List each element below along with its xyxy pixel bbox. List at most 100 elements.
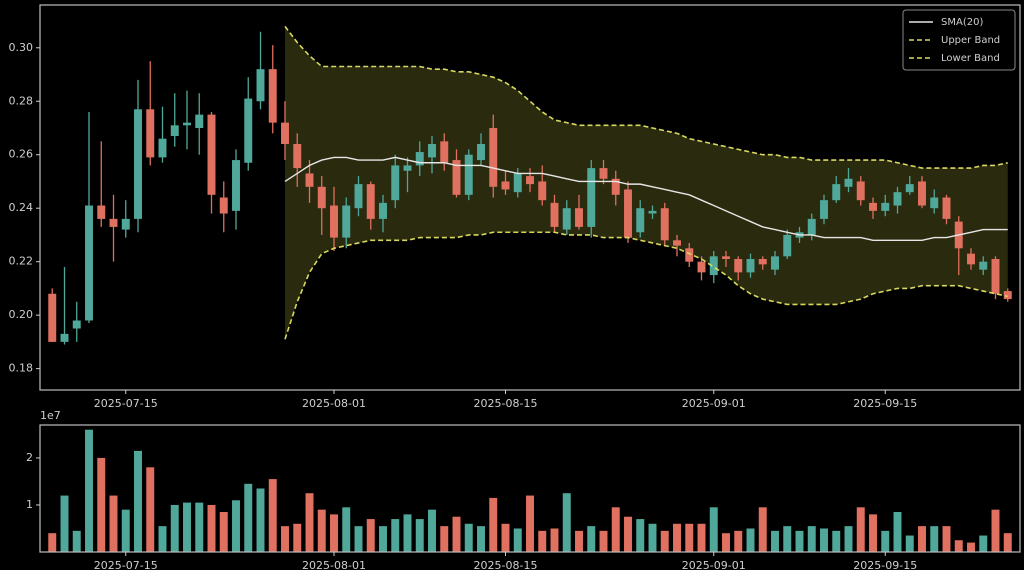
volume-bar xyxy=(501,523,510,552)
x-tick-label: 2025-08-15 xyxy=(474,559,538,570)
volume-bar xyxy=(832,530,841,552)
legend-label: Lower Band xyxy=(941,53,1000,64)
y-tick-label: 0.18 xyxy=(9,362,34,375)
candle-body xyxy=(930,197,939,209)
y-tick-label: 0.30 xyxy=(9,41,34,54)
candle-body xyxy=(477,144,485,161)
volume-bar xyxy=(881,530,890,552)
volume-bar xyxy=(170,504,179,552)
volume-bar xyxy=(697,523,706,552)
band-fill xyxy=(285,26,1008,340)
candle-body xyxy=(746,258,755,273)
candle-body xyxy=(195,114,204,128)
volume-bar xyxy=(930,526,939,552)
candle-body xyxy=(342,205,351,238)
y-tick-label: 0.28 xyxy=(9,94,34,107)
volume-bar xyxy=(403,514,412,552)
volume-bar xyxy=(281,526,289,552)
candle-body xyxy=(758,258,767,265)
candle-body xyxy=(170,125,179,137)
volume-bar xyxy=(379,526,387,552)
volume-bar xyxy=(366,519,375,552)
candle-body xyxy=(1003,291,1012,300)
candle-body xyxy=(648,210,657,214)
volume-bar xyxy=(869,514,877,552)
volume-bar xyxy=(85,429,93,552)
candle-body xyxy=(734,258,743,273)
volume-bar xyxy=(72,530,81,552)
x-tick-label: 2025-09-15 xyxy=(853,397,917,410)
candle-body xyxy=(158,138,167,158)
axis-offset-label: 1e7 xyxy=(40,409,61,422)
volume-bar xyxy=(771,530,779,552)
series-line xyxy=(284,25,1008,169)
candle-body xyxy=(832,184,841,201)
volume-bar xyxy=(611,507,620,552)
volume-bar xyxy=(942,526,951,552)
volume-bar xyxy=(783,526,792,552)
volume-bar xyxy=(354,526,363,552)
volume-bar xyxy=(807,526,816,552)
volume-bar xyxy=(183,502,191,552)
volume-bar xyxy=(317,509,326,552)
volume-bar xyxy=(121,509,130,552)
volume-bar xyxy=(979,535,988,552)
candle-body xyxy=(538,181,547,201)
candle-body xyxy=(771,256,779,270)
candle-body xyxy=(905,184,914,193)
candle-body xyxy=(967,253,975,265)
candle-body xyxy=(379,202,387,219)
volume-bar xyxy=(440,526,449,552)
candle-body xyxy=(366,184,375,219)
volume-bar xyxy=(624,516,632,552)
candle-body xyxy=(330,205,338,238)
volume-bar xyxy=(538,530,547,552)
volume-bar xyxy=(330,514,338,552)
candle-body xyxy=(146,109,155,158)
volume-bar xyxy=(342,507,351,552)
candle-body xyxy=(268,69,277,123)
series-line xyxy=(284,231,1008,340)
volume-bar xyxy=(709,507,718,552)
candle-body xyxy=(979,261,988,270)
candle-body xyxy=(244,98,253,163)
candle-body xyxy=(611,178,620,195)
candle-body xyxy=(673,240,681,246)
candle-body xyxy=(72,320,81,329)
volume-bar xyxy=(893,512,902,552)
volume-bar xyxy=(526,495,534,552)
volume-bar xyxy=(636,519,645,552)
volume-bar xyxy=(207,504,216,552)
candle-body xyxy=(48,293,57,342)
candle-body xyxy=(256,69,265,102)
volume-bar xyxy=(967,542,975,552)
volume-bar xyxy=(452,516,461,552)
x-tick-label: 2025-09-15 xyxy=(853,559,917,570)
volume-bar xyxy=(464,523,473,552)
volume-bar xyxy=(219,512,228,552)
candle-body xyxy=(709,256,718,276)
volume-bar xyxy=(562,493,571,552)
candle-body xyxy=(109,218,118,227)
candle-body xyxy=(844,178,853,187)
candle-body xyxy=(354,184,363,209)
volume-bar xyxy=(158,526,167,552)
volume-bar xyxy=(991,509,1000,552)
candle-body xyxy=(403,165,412,171)
volume-bar xyxy=(244,483,253,552)
candle-body xyxy=(636,208,645,233)
candle-body xyxy=(317,186,326,209)
candle-body xyxy=(624,189,632,238)
candle-body xyxy=(60,333,69,342)
volume-bar xyxy=(734,530,743,552)
candle-body xyxy=(722,256,730,259)
legend-label: SMA(20) xyxy=(941,17,983,28)
volume-bar xyxy=(746,528,755,552)
volume-bar xyxy=(722,533,730,552)
volume-bar xyxy=(268,479,277,552)
volume-bar xyxy=(48,533,57,552)
candle-body xyxy=(697,261,706,273)
series-line xyxy=(284,156,1008,241)
volume-bar xyxy=(109,495,118,552)
candle-body xyxy=(452,160,461,195)
